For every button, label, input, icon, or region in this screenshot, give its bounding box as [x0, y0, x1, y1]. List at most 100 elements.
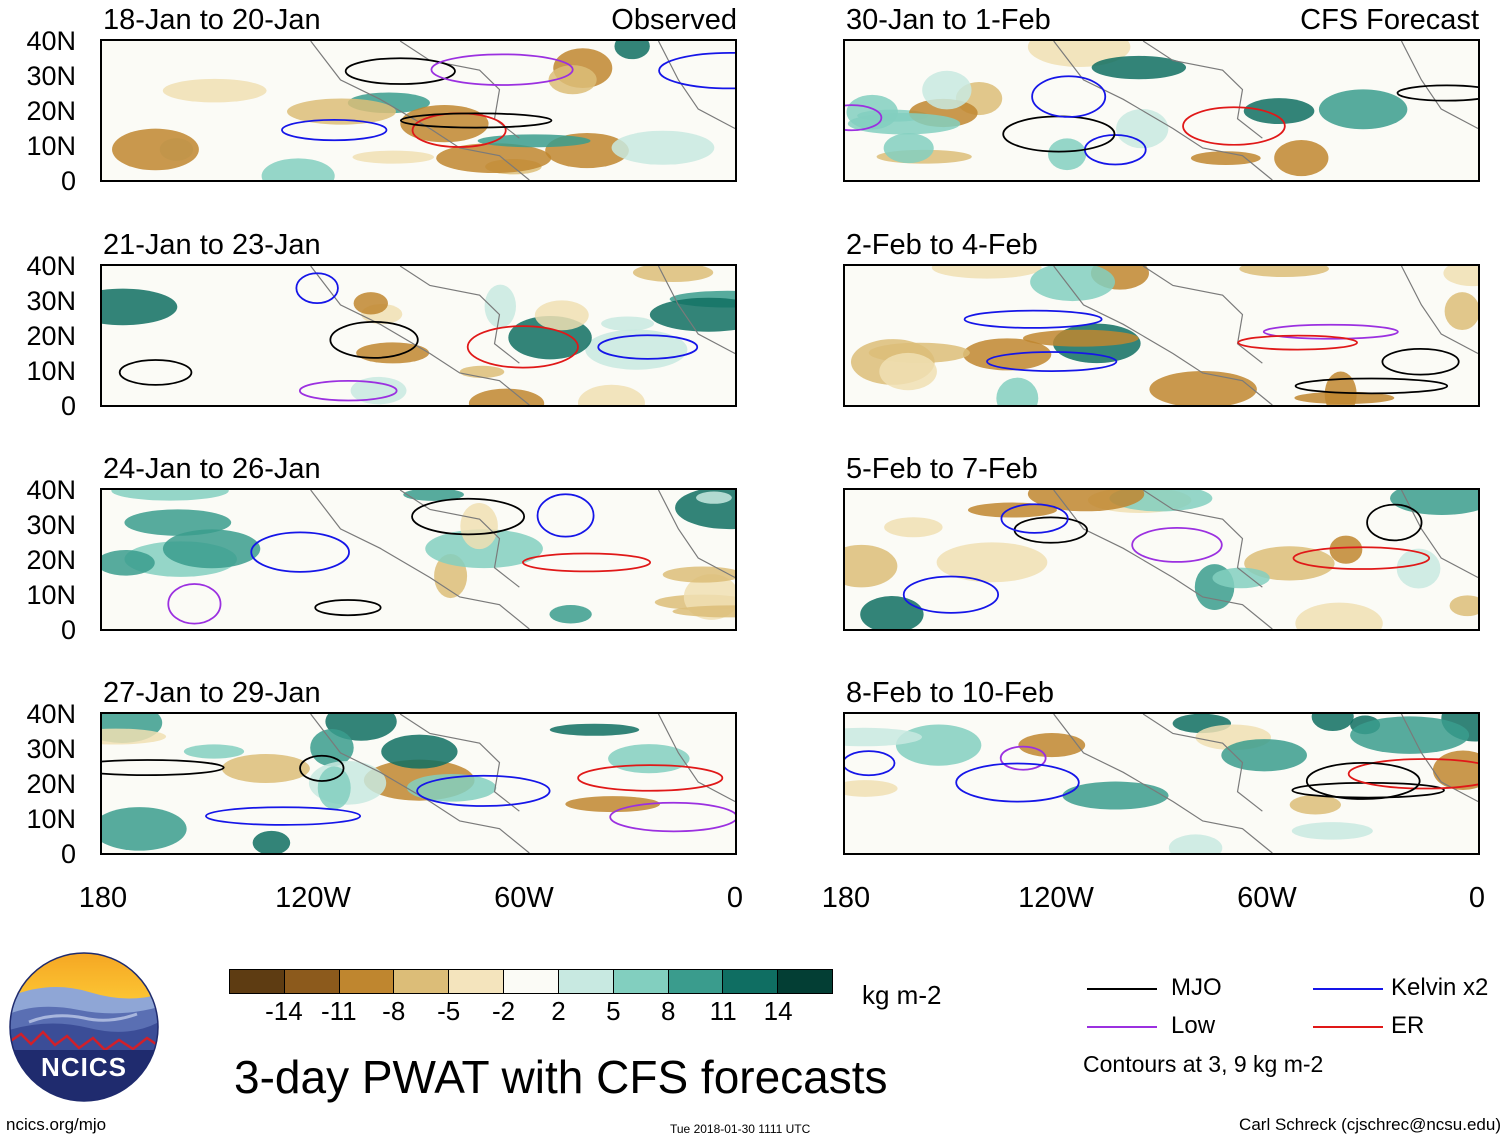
pwat-anomaly-blob	[996, 377, 1039, 405]
pwat-anomaly-blob	[1030, 266, 1115, 302]
wave-contour	[314, 599, 382, 617]
wave-contour	[281, 118, 388, 142]
lon-label: 120W	[275, 882, 351, 914]
pwat-anomaly-blob	[310, 728, 354, 767]
panel-title-6: 2-Feb to 4-Feb	[846, 229, 1038, 261]
pwat-anomaly-blob	[1091, 55, 1187, 80]
wave-contour	[299, 754, 345, 782]
pwat-anomaly-blob	[1444, 292, 1478, 331]
wave-contour	[416, 774, 551, 807]
legend-line-mjo	[1087, 988, 1157, 990]
pwat-anomaly-blob	[381, 734, 458, 769]
panel-title-3: 24-Jan to 26-Jan	[103, 453, 321, 485]
colorbar-units: kg m-2	[862, 980, 942, 1010]
wave-contour	[250, 531, 350, 573]
colorbar	[229, 969, 833, 994]
pwat-anomaly-blob	[425, 529, 543, 569]
pwat-anomaly-blob	[356, 342, 430, 364]
pwat-anomaly-blob	[1048, 138, 1087, 171]
colorbar-tick-label: 5	[606, 996, 621, 1026]
pwat-anomaly-blob	[221, 754, 310, 784]
lat-label: 30N	[26, 734, 76, 764]
pwat-anomaly-blob	[112, 128, 199, 171]
pwat-anomaly-blob	[102, 288, 178, 326]
pwat-anomaly-blob	[696, 491, 732, 504]
pwat-anomaly-blob	[317, 766, 351, 810]
colorbar-swatch	[339, 970, 395, 993]
lat-label: 0	[60, 839, 76, 869]
logo-text: NCICS	[41, 1052, 127, 1082]
pwat-anomaly-blob	[1329, 535, 1363, 564]
pwat-anomaly-blob	[601, 316, 655, 331]
lat-label: 40N	[26, 251, 76, 281]
pwat-anomaly-blob	[1116, 109, 1169, 149]
pwat-anomaly-blob	[1289, 795, 1341, 815]
colorbar-tick-label: 8	[661, 996, 676, 1026]
map-field-2	[102, 266, 735, 405]
pwat-anomaly-blob	[352, 150, 435, 164]
lat-label: 40N	[26, 26, 76, 56]
coastline	[310, 266, 735, 405]
wave-contour	[1000, 503, 1069, 534]
pwat-anomaly-blob	[1239, 266, 1329, 277]
map-panel-3	[100, 488, 737, 631]
pwat-anomaly-blob	[1149, 370, 1257, 405]
pwat-anomaly-blob	[1190, 151, 1261, 166]
map-field-4	[102, 714, 735, 853]
panel-title-5: 30-Jan to 1-Feb	[846, 4, 1051, 36]
coastline	[310, 490, 735, 629]
pwat-anomaly-blob	[611, 130, 715, 165]
wave-contour	[522, 552, 652, 573]
pwat-anomaly-blob	[400, 104, 489, 143]
pwat-anomaly-blob	[845, 727, 922, 747]
lat-label: 10N	[26, 356, 76, 386]
wave-contour	[118, 359, 193, 386]
wave-contour	[1292, 546, 1431, 570]
coastline	[1053, 266, 1478, 405]
panel-title-1: 18-Jan to 20-Jan	[103, 4, 321, 36]
lat-label: 10N	[26, 804, 76, 834]
coastline	[1053, 714, 1478, 853]
pwat-anomaly-blob	[1294, 391, 1395, 405]
pwat-anomaly-blob	[936, 542, 1048, 583]
lon-label: 60W	[494, 882, 554, 914]
pwat-anomaly-blob	[1062, 781, 1169, 810]
colorbar-tick-label: -8	[382, 996, 406, 1026]
wave-contour	[1381, 348, 1460, 376]
pwat-anomaly-blob	[1432, 750, 1478, 791]
pwat-anomaly-blob	[549, 723, 640, 736]
wave-contour	[609, 801, 735, 833]
wave-contour	[1294, 377, 1449, 395]
wave-contour	[344, 57, 456, 85]
colorbar-swatch	[723, 970, 779, 993]
wave-contour	[1396, 84, 1478, 102]
coastline	[1053, 41, 1478, 180]
pwat-anomaly-blob	[1295, 602, 1383, 629]
pwat-anomaly-blob	[1350, 716, 1470, 754]
lat-label: 0	[60, 166, 76, 196]
colorbar-swatch	[668, 970, 724, 993]
pwat-anomaly-blob	[261, 158, 335, 180]
wave-contour	[902, 575, 1000, 614]
lon-label: 180	[78, 882, 128, 914]
pwat-anomaly-blob	[1318, 89, 1408, 130]
pwat-anomaly-blob	[287, 98, 396, 125]
pwat-anomaly-blob	[578, 384, 645, 405]
pwat-anomaly-blob	[353, 292, 388, 315]
ncics-logo	[9, 952, 159, 1102]
wave-contour	[167, 583, 222, 625]
pwat-anomaly-blob	[102, 807, 187, 851]
wave-contour	[1262, 323, 1399, 340]
wave-contour	[1347, 758, 1478, 790]
pwat-anomaly-blob	[459, 365, 505, 378]
wave-contour	[1366, 503, 1423, 542]
pwat-anomaly-blob	[1168, 834, 1223, 853]
pwat-anomaly-blob	[608, 744, 690, 774]
pwat-anomaly-blob	[1396, 548, 1441, 589]
colorbar-swatch	[394, 970, 450, 993]
pwat-anomaly-blob	[922, 70, 972, 110]
colorbar-swatch	[504, 970, 559, 993]
pwat-anomaly-blob	[1243, 98, 1315, 125]
pwat-anomaly-blob	[967, 502, 1057, 518]
map-panel-8	[843, 712, 1480, 855]
